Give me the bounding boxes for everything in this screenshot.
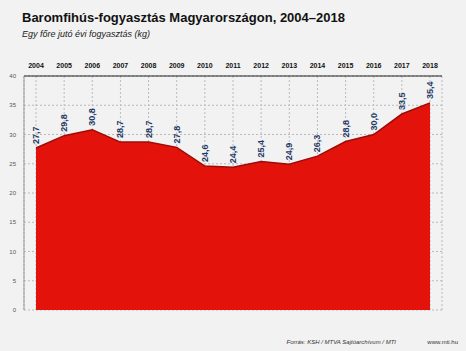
svg-text:24,6: 24,6 (200, 145, 210, 163)
svg-text:40: 40 (9, 73, 16, 79)
svg-text:2011: 2011 (225, 62, 240, 69)
html-text:Forrás: KSH / MTVA Sajtóarchív: Forrás: KSH / MTVA Sajtóarchívum / MTI (286, 339, 396, 345)
svg-text:24,4: 24,4 (228, 146, 238, 164)
svg-text:35,4: 35,4 (425, 81, 435, 99)
svg-text:26,3: 26,3 (312, 135, 322, 153)
svg-text:10: 10 (9, 249, 16, 255)
svg-text:33,5: 33,5 (397, 92, 407, 110)
svg-text:2010: 2010 (197, 62, 213, 69)
svg-text:27,7: 27,7 (31, 126, 41, 144)
svg-text:24,9: 24,9 (284, 143, 294, 161)
svg-text:20: 20 (9, 190, 16, 196)
svg-text:2013: 2013 (281, 62, 297, 69)
svg-text:28,8: 28,8 (341, 120, 351, 138)
svg-text:25: 25 (9, 161, 16, 167)
svg-text:2007: 2007 (113, 62, 129, 69)
svg-text:2018: 2018 (422, 62, 438, 69)
html-text:Baromfihús-fogyasztás Magyaror: Baromfihús-fogyasztás Magyarországon, 20… (22, 10, 345, 25)
svg-text:35: 35 (9, 102, 16, 108)
svg-text:27,8: 27,8 (172, 126, 182, 144)
svg-text:2009: 2009 (169, 62, 185, 69)
svg-text:15: 15 (9, 219, 16, 225)
svg-text:2016: 2016 (366, 62, 382, 69)
svg-text:2006: 2006 (84, 62, 100, 69)
svg-text:2012: 2012 (253, 62, 269, 69)
svg-text:28,7: 28,7 (115, 121, 125, 139)
svg-text:25,4: 25,4 (256, 140, 266, 158)
svg-text:30: 30 (9, 132, 16, 138)
svg-text:2015: 2015 (338, 62, 354, 69)
svg-text:2004: 2004 (28, 62, 44, 69)
svg-text:28,7: 28,7 (144, 121, 154, 139)
svg-text:2008: 2008 (141, 62, 157, 69)
svg-text:5: 5 (13, 278, 17, 284)
svg-text:30,8: 30,8 (87, 108, 97, 126)
svg-text:2017: 2017 (394, 62, 410, 69)
html-text:Egy főre jutó évi fogyasztás (: Egy főre jutó évi fogyasztás (kg) (22, 29, 151, 39)
svg-text:2005: 2005 (56, 62, 72, 69)
svg-text:0: 0 (13, 307, 17, 313)
svg-text:2014: 2014 (310, 62, 326, 69)
svg-text:30,0: 30,0 (369, 113, 379, 131)
html-text:www.mti.hu: www.mti.hu (427, 339, 458, 345)
svg-text:29,8: 29,8 (59, 114, 69, 132)
